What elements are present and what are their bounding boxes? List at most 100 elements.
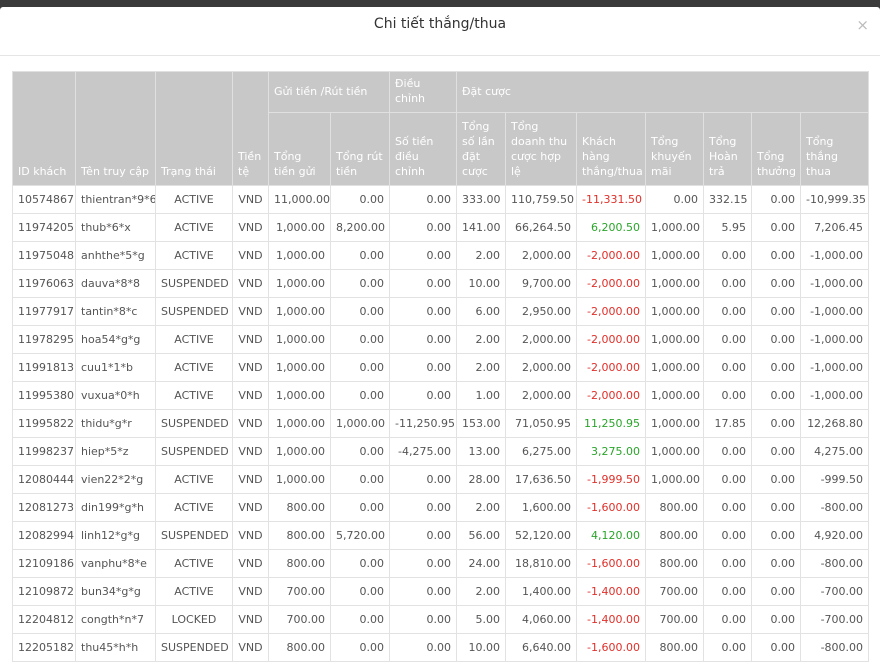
table-cell: SUSPENDED <box>155 521 233 550</box>
table-cell: ACTIVE <box>155 241 233 270</box>
table-cell: 0.00 <box>330 325 390 354</box>
table-cell: 1,000.00 <box>268 381 331 410</box>
table-cell: 17.85 <box>703 409 752 438</box>
table-cell: 11995822 <box>12 409 76 438</box>
table-cell: 0.00 <box>703 241 752 270</box>
table-cell: linh12*g*g <box>75 521 156 550</box>
table-cell: 1,000.00 <box>645 353 704 382</box>
table-cell: 0.00 <box>330 353 390 382</box>
table-cell: 1,000.00 <box>645 269 704 298</box>
table-cell: cuu1*1*b <box>75 353 156 382</box>
table-row: 12109186 vanphu*8*e ACTIVE VND 800.00 0.00 0.0… <box>12 549 870 578</box>
table-cell: 13.00 <box>456 437 506 466</box>
table-cell: 1,000.00 <box>645 437 704 466</box>
table-cell: VND <box>232 521 269 550</box>
table-cell: 18,810.00 <box>505 549 577 578</box>
table-cell: 0.00 <box>330 577 390 606</box>
column-header: ID khách <box>12 71 76 186</box>
table-row: 11976063 dauva*8*8 SUSPENDED VND 1,000.00 0.0… <box>12 269 870 298</box>
table-row: 11978295 hoa54*g*g ACTIVE VND 1,000.00 0.00 0.… <box>12 325 870 354</box>
table-cell: thientran*9*6 <box>75 185 156 214</box>
table-cell: -2,000.00 <box>576 381 646 410</box>
table-cell: VND <box>232 633 269 662</box>
table-cell: 0.00 <box>751 381 801 410</box>
table-cell: 800.00 <box>268 493 331 522</box>
table-cell: 0.00 <box>389 465 457 494</box>
table-cell: 66,264.50 <box>505 213 577 242</box>
close-button[interactable]: × <box>856 16 869 34</box>
table-cell: 0.00 <box>389 521 457 550</box>
table-cell: 700.00 <box>268 605 331 634</box>
column-header: Tên truy cập <box>75 71 156 186</box>
table-cell: 11998237 <box>12 437 76 466</box>
table-cell: 0.00 <box>703 437 752 466</box>
table-cell: VND <box>232 493 269 522</box>
table-cell: 0.00 <box>389 297 457 326</box>
table-cell: 333.00 <box>456 185 506 214</box>
column-group-header: Gửi tiền /Rút tiền <box>268 71 390 113</box>
table-cell: -11,250.95 <box>389 409 457 438</box>
column-header: Tổng rút tiền <box>330 112 390 186</box>
modal: Chi tiết thắng/thua × ID khách Tên truy c… <box>0 7 880 671</box>
table-cell: 0.00 <box>330 297 390 326</box>
table-cell: vien22*2*g <box>75 465 156 494</box>
table-cell: tantin*8*c <box>75 297 156 326</box>
table-cell: 0.00 <box>751 269 801 298</box>
table-cell: ACTIVE <box>155 353 233 382</box>
table-cell: 12205182 <box>12 633 76 662</box>
table-cell: 1,000.00 <box>268 297 331 326</box>
table-cell: VND <box>232 325 269 354</box>
table-cell: 0.00 <box>389 241 457 270</box>
table-cell: 800.00 <box>645 633 704 662</box>
table-cell: 1,000.00 <box>645 297 704 326</box>
table-cell: 11977917 <box>12 297 76 326</box>
table-cell: 0.00 <box>751 213 801 242</box>
table-cell: 1,000.00 <box>268 465 331 494</box>
table-cell: 0.00 <box>703 577 752 606</box>
table-cell: -1,000.00 <box>799 241 870 270</box>
table-cell: SUSPENDED <box>155 297 233 326</box>
table-cell: 0.00 <box>751 297 801 326</box>
table-cell: 1,000.00 <box>268 325 331 354</box>
table-cell: 2,000.00 <box>505 325 577 354</box>
table-cell: 0.00 <box>703 493 752 522</box>
table-cell: -1,400.00 <box>576 577 646 606</box>
table-row: 11974205 thub*6*x ACTIVE VND 1,000.00 8,200.0… <box>12 213 870 242</box>
table-cell: -1,400.00 <box>576 605 646 634</box>
table-cell: VND <box>232 353 269 382</box>
table-cell: -1,000.00 <box>799 269 870 298</box>
table-cell: 0.00 <box>751 185 801 214</box>
table-cell: 12081273 <box>12 493 76 522</box>
table-cell: 0.00 <box>389 605 457 634</box>
table-row: 11995380 vuxua*0*h ACTIVE VND 1,000.00 0.00 0.… <box>12 381 870 410</box>
table-cell: 0.00 <box>751 241 801 270</box>
table-cell: dauva*8*8 <box>75 269 156 298</box>
table-cell: 1,000.00 <box>645 325 704 354</box>
table-cell: -2,000.00 <box>576 269 646 298</box>
table-cell: 5.00 <box>456 605 506 634</box>
table-cell: 153.00 <box>456 409 506 438</box>
table-cell: ACTIVE <box>155 325 233 354</box>
table-row: 12080444 vien22*2*g ACTIVE VND 1,000.00 0.00 0… <box>12 465 870 494</box>
table-cell: 0.00 <box>389 381 457 410</box>
table-cell: 7,206.45 <box>799 213 870 242</box>
column-header: Tiền tệ <box>232 71 269 186</box>
table-cell: 0.00 <box>330 633 390 662</box>
table-cell: -800.00 <box>799 633 870 662</box>
table-cell: 12080444 <box>12 465 76 494</box>
table-cell: -11,331.50 <box>576 185 646 214</box>
table-cell: 4,920.00 <box>799 521 870 550</box>
table-cell: 0.00 <box>330 269 390 298</box>
table-cell: 0.00 <box>389 325 457 354</box>
table-cell: 11995380 <box>12 381 76 410</box>
table-cell: ACTIVE <box>155 381 233 410</box>
table-cell: 1,000.00 <box>268 269 331 298</box>
table-cell: 2,000.00 <box>505 353 577 382</box>
table-cell: 0.00 <box>389 185 457 214</box>
table-cell: 0.00 <box>645 185 704 214</box>
table-cell: 0.00 <box>703 465 752 494</box>
column-header: Khách hàng thắng/thua <box>576 112 646 186</box>
table-cell: 0.00 <box>703 353 752 382</box>
table-cell: 2,000.00 <box>505 241 577 270</box>
table-cell: 2,000.00 <box>505 381 577 410</box>
